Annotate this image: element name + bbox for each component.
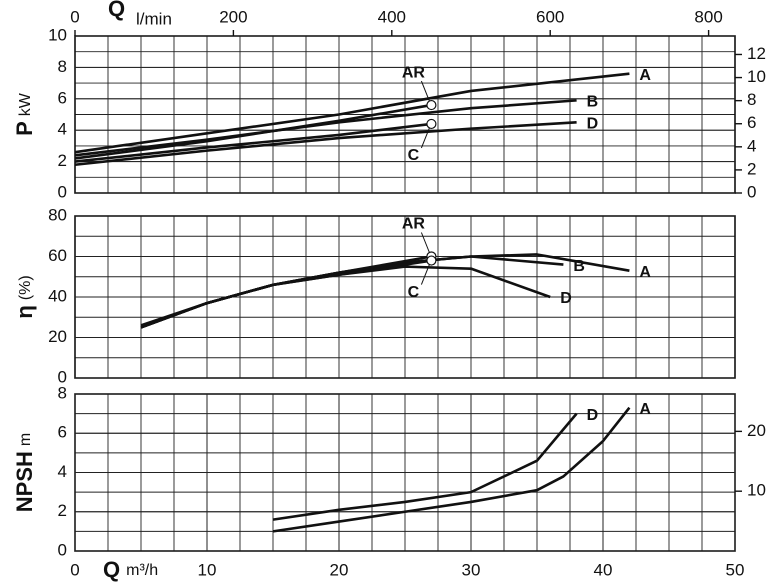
series-line (74, 122, 432, 163)
end-marker (426, 99, 437, 111)
y-axis-unit: kW (17, 92, 34, 116)
y-axis-title: η (%) (12, 275, 37, 318)
series-label: D (560, 290, 572, 307)
y-tick-label: 6 (58, 423, 67, 442)
series-line (74, 121, 577, 167)
y-tick-label: 80 (48, 205, 67, 224)
series-label: B (573, 258, 585, 275)
x2-tick-label: 0 (70, 7, 79, 26)
y-tick-label: 20 (48, 327, 67, 346)
x2-tick-label: 600 (536, 7, 564, 26)
x2-axis-label: Q (108, 0, 125, 21)
y-tick-label: 8 (58, 383, 67, 402)
x-tick-label: 40 (594, 560, 613, 579)
y2-tick-label: 20 (747, 421, 766, 440)
series-label: D (587, 407, 599, 424)
series-label: C (408, 147, 420, 164)
leader-line (420, 80, 430, 102)
x2-tick-label: 400 (378, 7, 406, 26)
series-label: AR (402, 64, 426, 81)
y-axis-label: η (12, 305, 37, 318)
y-axis-label: NPSH (12, 451, 37, 512)
y2-tick-label: 12 (747, 44, 766, 63)
series-label: B (587, 94, 599, 111)
x-tick-label: 20 (330, 560, 349, 579)
x-tick-label: 0 (70, 560, 79, 579)
y2-tick-label: 4 (747, 136, 756, 155)
y2-tick-label: 2 (747, 159, 756, 178)
x2-tick-label: 800 (694, 7, 722, 26)
y-tick-label: 4 (58, 462, 67, 481)
y-tick-label: 0 (58, 182, 67, 201)
series-line (272, 412, 578, 521)
x-tick-label: 30 (462, 560, 481, 579)
y-axis-label: P (12, 121, 37, 136)
end-marker (426, 255, 437, 266)
leader-line (420, 232, 430, 253)
y2-tick-label: 0 (747, 182, 756, 201)
series-line (140, 259, 432, 327)
y-tick-label: 8 (58, 57, 67, 76)
y2-tick-label: 6 (747, 113, 756, 132)
y-axis-unit: m (17, 433, 34, 446)
y-tick-label: 2 (58, 501, 67, 520)
y-axis-title: PkW (12, 92, 37, 136)
x-tick-label: 10 (198, 560, 217, 579)
series-line (272, 406, 631, 533)
series-line (140, 265, 551, 329)
y-tick-label: 60 (48, 246, 67, 265)
x-axis-label: Q (103, 557, 120, 582)
y-tick-label: 6 (58, 88, 67, 107)
series-line (74, 103, 432, 160)
series-label: D (587, 116, 599, 133)
series-line (140, 255, 564, 329)
series-label: A (639, 67, 651, 84)
series-line (74, 72, 630, 154)
y-tick-label: 4 (58, 120, 67, 139)
y-tick-label: 10 (48, 25, 67, 44)
series-label: C (408, 284, 420, 301)
x2-axis-unit: l/min (136, 9, 172, 28)
x2-tick-label: 200 (219, 7, 247, 26)
series-label: A (639, 401, 651, 418)
end-marker (426, 118, 437, 130)
x-axis-unit: m³/h (126, 562, 158, 579)
y2-tick-label: 10 (747, 67, 766, 86)
y-axis-unit: (%) (17, 275, 34, 300)
series-label: A (639, 264, 651, 281)
y2-tick-label: 10 (747, 481, 766, 500)
y-tick-label: 2 (58, 151, 67, 170)
y-axis-title: NPSH m (12, 433, 37, 512)
y-tick-label: 0 (58, 367, 67, 386)
y-tick-label: 0 (58, 540, 67, 559)
series-line (74, 99, 577, 157)
y2-tick-label: 8 (747, 90, 756, 109)
series-label: AR (402, 216, 426, 233)
x-tick-label: 50 (726, 560, 745, 579)
x2-axis-title: Q (108, 0, 125, 21)
y-tick-label: 40 (48, 286, 67, 305)
